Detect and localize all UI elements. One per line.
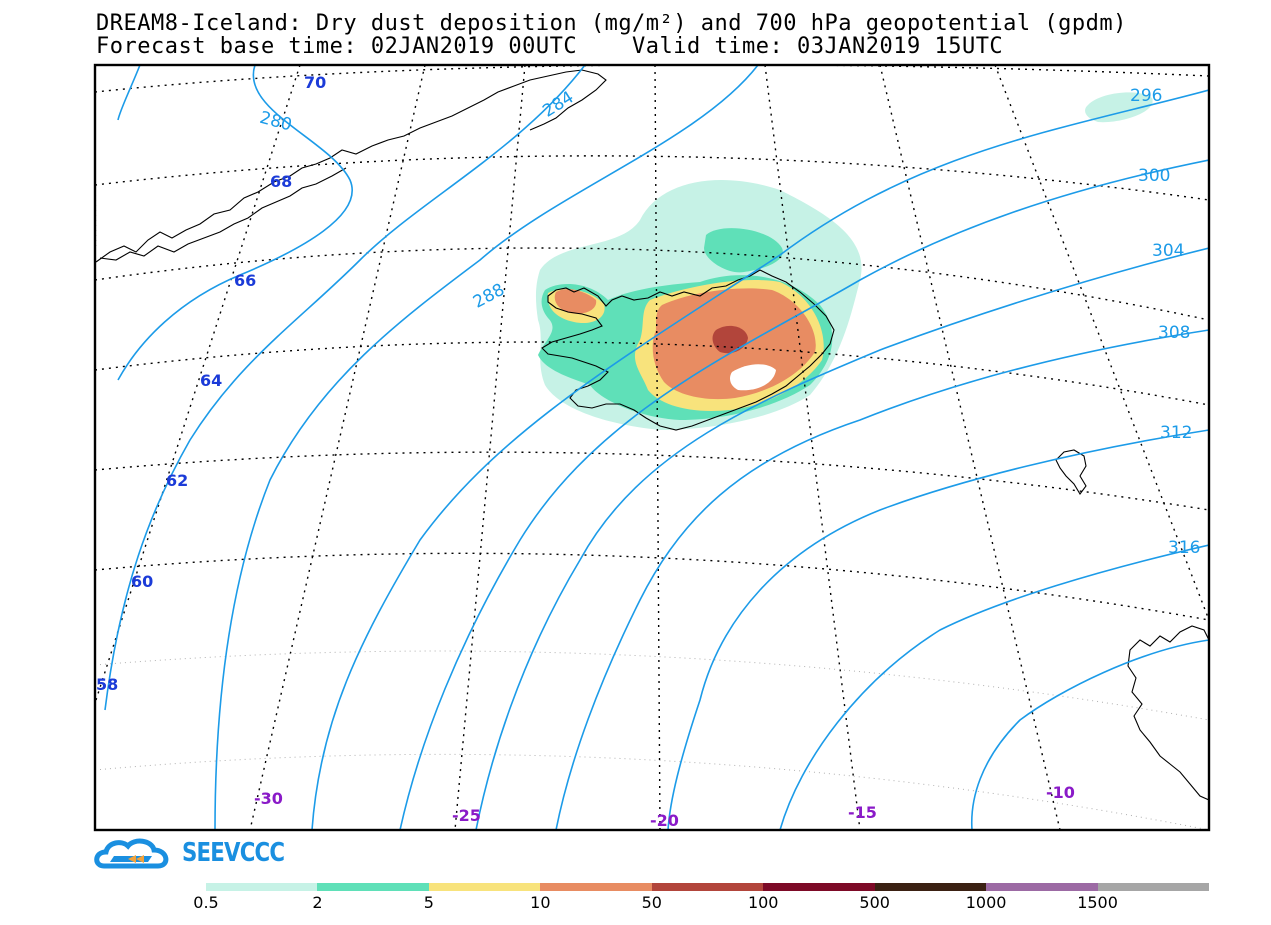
dust-deposition-field [535, 92, 1153, 430]
lon-label: -25 [452, 806, 481, 825]
colorbar-swatch [317, 883, 429, 891]
faroe-islands [1055, 449, 1087, 495]
colorbar-label: 1500 [1077, 893, 1118, 912]
lat-label: 58 [96, 675, 118, 694]
meridian-m30 [95, 65, 301, 701]
contour-label: 300 [1138, 166, 1170, 186]
meridian-0 [994, 65, 1209, 621]
contour-304 [555, 329, 1209, 830]
coastlines [95, 69, 1209, 801]
lon-label: -20 [650, 811, 679, 830]
meridian-m5 [879, 65, 1061, 830]
contour-316 [970, 639, 1209, 830]
colorbar-swatch [874, 883, 987, 891]
contour-280 [117, 65, 353, 381]
parallel-58 [95, 650, 1209, 721]
colorbar-swatch [986, 883, 1098, 891]
colorbar-label: 500 [859, 893, 890, 912]
cloud-logo-icon [94, 838, 169, 869]
dust-white-gap [730, 364, 776, 391]
map-frame [93, 63, 1211, 832]
contour-label: 308 [1158, 323, 1190, 343]
contour-label: 280 [257, 108, 294, 136]
greenland-coast-inner [99, 167, 347, 261]
colorbar-label: 10 [530, 893, 551, 912]
parallel-64 [95, 341, 1209, 406]
parallel-60 [95, 552, 1209, 621]
parallel-68 [95, 155, 1209, 201]
lat-label: 64 [200, 371, 222, 390]
lon-label: -10 [1046, 783, 1075, 802]
norway-coast [1127, 625, 1209, 801]
contour-280-a [117, 65, 141, 121]
lat-label: 70 [304, 73, 326, 92]
lat-label: 66 [234, 271, 256, 290]
longitude-labels: -30 -25 -20 -15 -10 [254, 783, 1075, 830]
iceland-coast [541, 269, 835, 431]
meridian-m15 [654, 65, 661, 830]
contour-312 [779, 544, 1209, 830]
logo-text: SEEVCCC [182, 838, 285, 868]
lat-label: 68 [270, 172, 292, 191]
meridian-m20 [454, 65, 526, 830]
dust-level-2-north [704, 228, 783, 273]
dust-level-50 [712, 325, 748, 354]
parallel-66 [95, 247, 1209, 321]
lat-label: 60 [131, 572, 153, 591]
contour-label: 288 [470, 280, 508, 313]
meridian-m25 [249, 65, 426, 830]
lon-label: -30 [254, 789, 283, 808]
dust-level-0-5-ne [1085, 92, 1153, 123]
contour-300 [475, 247, 1209, 830]
lat-label: 62 [166, 471, 188, 490]
colorbar-label: 5 [423, 893, 434, 912]
colorbar [206, 883, 1209, 891]
colorbar-swatch [540, 883, 652, 891]
colorbar-label: 0.5 [193, 893, 219, 912]
contour-308 [667, 429, 1209, 830]
contour-label: 316 [1168, 538, 1200, 558]
greenland-coast [95, 69, 607, 263]
contour-284 [104, 65, 586, 711]
map-content: 280 284 288 296 300 304 308 312 316 70 6… [95, 65, 1209, 830]
colorbar-swatch [206, 883, 318, 891]
lon-label: -15 [848, 803, 877, 822]
colorbar-swatch [1097, 883, 1209, 891]
contour-label: 296 [1130, 86, 1162, 106]
graticule [95, 65, 1209, 830]
colorbar-swatch [651, 883, 764, 891]
colorbar-swatch [763, 883, 875, 891]
contour-296 [399, 159, 1209, 830]
map-title: DREAM8-Iceland: Dry dust deposition (mg/… [96, 11, 1127, 36]
colorbar-label: 100 [747, 893, 779, 912]
colorbar-label: 1000 [965, 893, 1007, 912]
colorbar-swatch [428, 883, 541, 891]
contour-288 [214, 65, 759, 830]
parallel-70 [95, 65, 1209, 93]
map-subtitle: Forecast base time: 02JAN2019 00UTC Vali… [96, 34, 1004, 59]
colorbar-label: 50 [641, 893, 662, 912]
meridian-m10 [764, 65, 861, 830]
latitude-labels: 70 68 66 64 62 60 58 [96, 73, 326, 694]
contour-label: 304 [1152, 241, 1184, 261]
geopotential-contours [104, 65, 1209, 830]
contour-292 [311, 89, 1209, 830]
colorbar-label: 2 [312, 893, 323, 912]
contour-label: 312 [1160, 423, 1192, 443]
